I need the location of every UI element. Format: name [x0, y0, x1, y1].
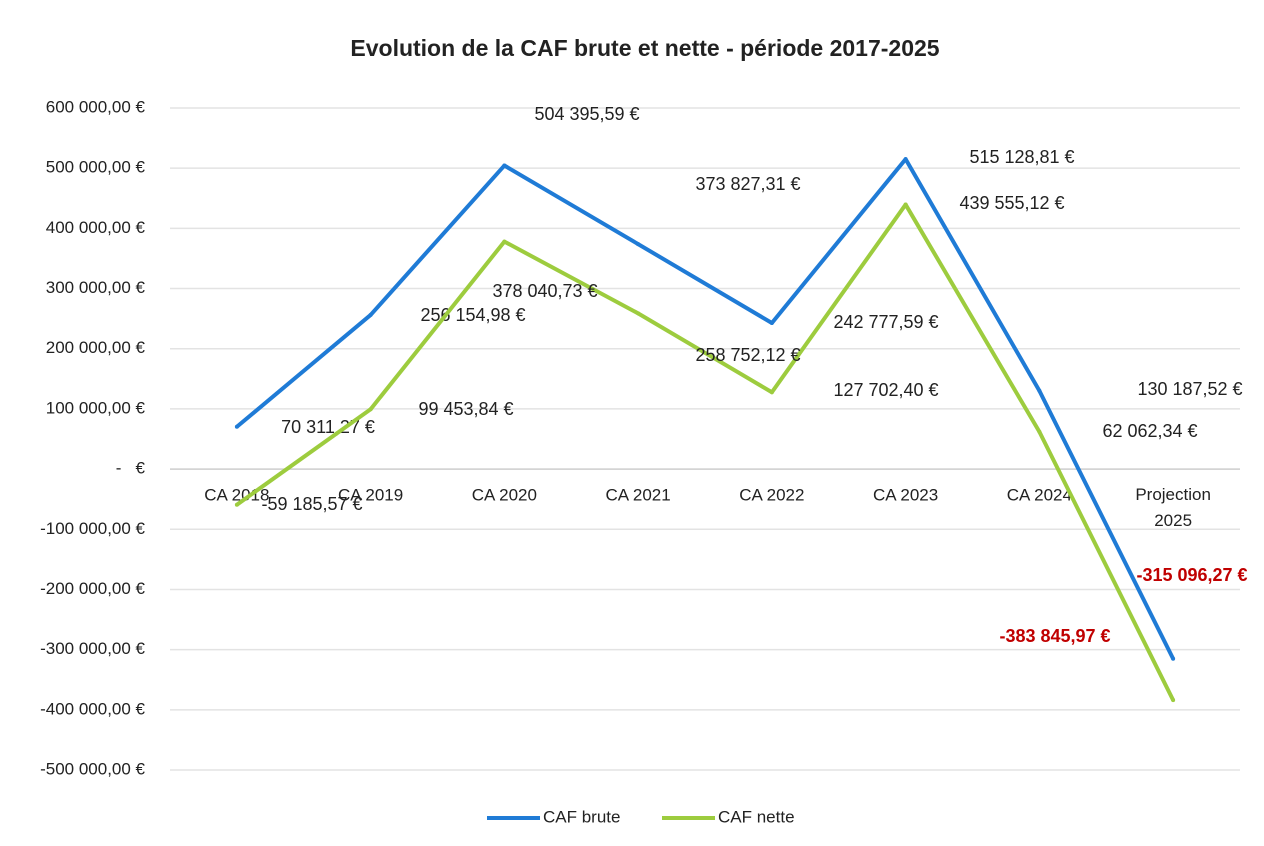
data-point — [234, 502, 239, 507]
y-tick-label: - € — [116, 459, 146, 478]
data-label: 504 395,59 € — [534, 104, 639, 124]
data-label: 439 555,12 € — [959, 193, 1064, 213]
y-tick-label: 500 000,00 € — [46, 158, 146, 177]
data-point — [769, 390, 774, 395]
data-label: -383 845,97 € — [999, 626, 1110, 646]
data-label: 256 154,98 € — [420, 305, 525, 325]
y-tick-label: -300 000,00 € — [40, 639, 145, 658]
data-label: 258 752,12 € — [695, 345, 800, 365]
y-tick-label: -200 000,00 € — [40, 579, 145, 598]
data-label: 378 040,73 € — [492, 281, 597, 301]
data-label: 373 827,31 € — [695, 174, 800, 194]
data-label: 62 062,34 € — [1102, 421, 1197, 441]
y-tick-label: 600 000,00 € — [46, 97, 146, 116]
y-tick-label: -100 000,00 € — [40, 519, 145, 538]
data-point — [636, 242, 641, 247]
x-tick-label: Projection 2025 — [1135, 485, 1211, 530]
x-tick-label: CA 2018 — [204, 485, 269, 504]
y-tick-label: -500 000,00 € — [40, 759, 145, 778]
data-point — [1037, 429, 1042, 434]
x-tick-label: CA 2019 — [338, 485, 403, 504]
x-tick-label: CA 2023 — [873, 485, 938, 504]
data-label: 242 777,59 € — [833, 312, 938, 332]
chart-title: Evolution de la CAF brute et nette - pér… — [350, 35, 939, 61]
data-label: 127 702,40 € — [833, 380, 938, 400]
y-tick-label: 100 000,00 € — [46, 398, 146, 417]
y-tick-label: -400 000,00 € — [40, 699, 145, 718]
data-point — [234, 424, 239, 429]
data-point — [769, 320, 774, 325]
data-label: 99 453,84 € — [418, 399, 513, 419]
data-label: 70 311,27 € — [281, 417, 375, 437]
data-line — [235, 202, 1175, 701]
data-point — [903, 202, 908, 207]
x-tick-label: CA 2021 — [606, 485, 671, 504]
legend-label: CAF nette — [718, 807, 795, 826]
data-point — [368, 312, 373, 317]
data-point — [502, 239, 507, 244]
x-tick-label: CA 2022 — [739, 485, 804, 504]
data-point — [1171, 698, 1176, 703]
x-tick-label: CA 2024 — [1007, 485, 1072, 504]
data-label: -59 185,57 € — [261, 494, 362, 514]
y-tick-label: 300 000,00 € — [46, 278, 146, 297]
data-point — [1037, 388, 1042, 393]
data-label: -315 096,27 € — [1136, 565, 1247, 585]
data-label: 515 128,81 € — [969, 147, 1074, 167]
data-point — [636, 311, 641, 316]
data-point — [502, 163, 507, 168]
data-line — [235, 157, 1175, 660]
data-point — [903, 157, 908, 162]
legend-label: CAF brute — [543, 807, 620, 826]
x-tick-label: CA 2020 — [472, 485, 537, 504]
y-tick-label: 200 000,00 € — [46, 338, 146, 357]
data-point — [1171, 656, 1176, 661]
y-tick-label: 400 000,00 € — [46, 218, 146, 237]
data-point — [368, 407, 373, 412]
data-label: 130 187,52 € — [1137, 379, 1242, 399]
